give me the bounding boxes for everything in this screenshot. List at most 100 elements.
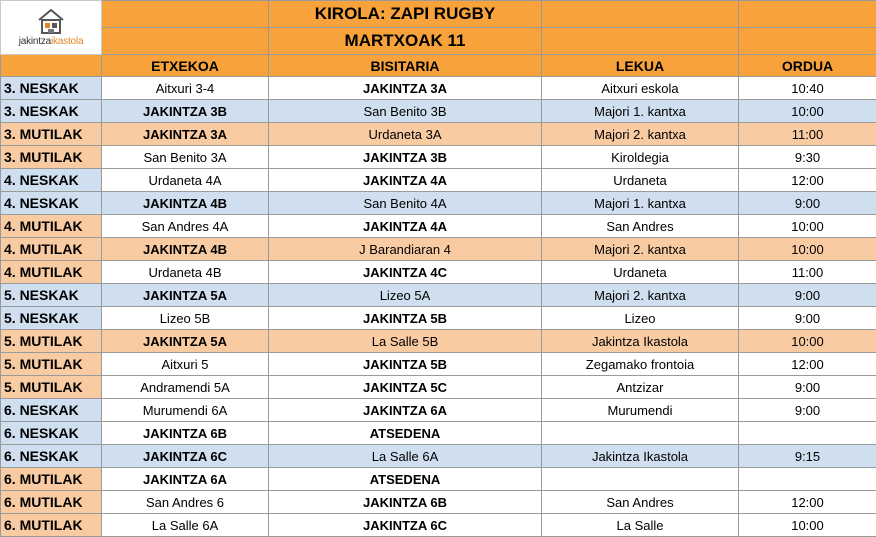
place-cell: Majori 1. kantxa (542, 100, 739, 123)
home-team-cell: Murumendi 6A (102, 399, 269, 422)
home-team-cell: Urdaneta 4A (102, 169, 269, 192)
category-cell: 5. MUTILAK (1, 330, 102, 353)
visitor-team-cell: JAKINTZA 6B (269, 491, 542, 514)
time-cell: 9:15 (739, 445, 876, 468)
home-team-cell: San Benito 3A (102, 146, 269, 169)
category-cell: 3. NESKAK (1, 77, 102, 100)
time-cell: 10:00 (739, 330, 876, 353)
time-cell: 9:00 (739, 376, 876, 399)
home-team-cell: Aitxuri 3-4 (102, 77, 269, 100)
home-team-cell: JAKINTZA 3A (102, 123, 269, 146)
place-cell: Kiroldegia (542, 146, 739, 169)
home-team-cell: JAKINTZA 4B (102, 238, 269, 261)
place-cell: Majori 2. kantxa (542, 284, 739, 307)
time-cell: 9:00 (739, 307, 876, 330)
header-filler (542, 28, 739, 55)
place-cell: Urdaneta (542, 261, 739, 284)
category-cell: 5. MUTILAK (1, 353, 102, 376)
time-cell: 12:00 (739, 169, 876, 192)
place-cell: Zegamako frontoia (542, 353, 739, 376)
category-cell: 6. NESKAK (1, 445, 102, 468)
visitor-team-cell: JAKINTZA 3A (269, 77, 542, 100)
visitor-team-cell: JAKINTZA 3B (269, 146, 542, 169)
place-cell: Jakintza Ikastola (542, 330, 739, 353)
column-header-home: ETXEKOA (102, 55, 269, 77)
time-cell: 9:00 (739, 192, 876, 215)
place-cell (542, 468, 739, 491)
category-cell: 3. MUTILAK (1, 146, 102, 169)
category-cell: 6. NESKAK (1, 399, 102, 422)
place-cell: Aitxuri eskola (542, 77, 739, 100)
header-row-title: jakintzaikastola KIROLA: ZAPI RUGBY (1, 1, 876, 28)
time-cell: 9:00 (739, 399, 876, 422)
home-team-cell: Andramendi 5A (102, 376, 269, 399)
visitor-team-cell: JAKINTZA 5B (269, 307, 542, 330)
category-cell: 5. MUTILAK (1, 376, 102, 399)
place-cell: Majori 2. kantxa (542, 123, 739, 146)
home-team-cell: JAKINTZA 6A (102, 468, 269, 491)
home-team-cell: JAKINTZA 4B (102, 192, 269, 215)
home-team-cell: La Salle 6A (102, 514, 269, 537)
sheet-date: MARTXOAK 11 (269, 28, 542, 55)
home-team-cell: JAKINTZA 3B (102, 100, 269, 123)
visitor-team-cell: JAKINTZA 4A (269, 215, 542, 238)
visitor-team-cell: La Salle 5B (269, 330, 542, 353)
place-cell: San Andres (542, 215, 739, 238)
place-cell: La Salle (542, 514, 739, 537)
school-logo: jakintzaikastola (1, 2, 101, 54)
category-cell: 6. NESKAK (1, 422, 102, 445)
place-cell: Murumendi (542, 399, 739, 422)
visitor-team-cell: ATSEDENA (269, 468, 542, 491)
place-cell: San Andres (542, 491, 739, 514)
time-cell: 10:00 (739, 215, 876, 238)
column-header-row: ETXEKOA BISITARIA LEKUA ORDUA (1, 55, 876, 77)
visitor-team-cell: JAKINTZA 6A (269, 399, 542, 422)
place-cell: Urdaneta (542, 169, 739, 192)
category-cell: 4. MUTILAK (1, 215, 102, 238)
visitor-team-cell: JAKINTZA 4C (269, 261, 542, 284)
home-team-cell: JAKINTZA 5A (102, 330, 269, 353)
category-cell: 6. MUTILAK (1, 491, 102, 514)
place-cell: Antzizar (542, 376, 739, 399)
time-cell: 10:00 (739, 238, 876, 261)
category-cell: 5. NESKAK (1, 307, 102, 330)
visitor-team-cell: Urdaneta 3A (269, 123, 542, 146)
time-cell: 10:00 (739, 514, 876, 537)
category-cell: 6. MUTILAK (1, 468, 102, 491)
category-cell: 4. MUTILAK (1, 261, 102, 284)
place-cell (542, 422, 739, 445)
column-header-visitor: BISITARIA (269, 55, 542, 77)
header-filler (739, 1, 876, 28)
column-header-place: LEKUA (542, 55, 739, 77)
column-header-category (1, 55, 102, 77)
category-cell: 3. MUTILAK (1, 123, 102, 146)
time-cell: 9:30 (739, 146, 876, 169)
visitor-team-cell: JAKINTZA 4A (269, 169, 542, 192)
time-cell: 10:40 (739, 77, 876, 100)
category-cell: 5. NESKAK (1, 284, 102, 307)
home-team-cell: JAKINTZA 6C (102, 445, 269, 468)
home-team-cell: JAKINTZA 6B (102, 422, 269, 445)
time-cell: 12:00 (739, 491, 876, 514)
category-cell: 4. NESKAK (1, 169, 102, 192)
header-row-date: MARTXOAK 11 (1, 28, 876, 55)
logo-wordmark: jakintzaikastola (19, 36, 84, 47)
time-cell: 11:00 (739, 123, 876, 146)
visitor-team-cell: La Salle 6A (269, 445, 542, 468)
